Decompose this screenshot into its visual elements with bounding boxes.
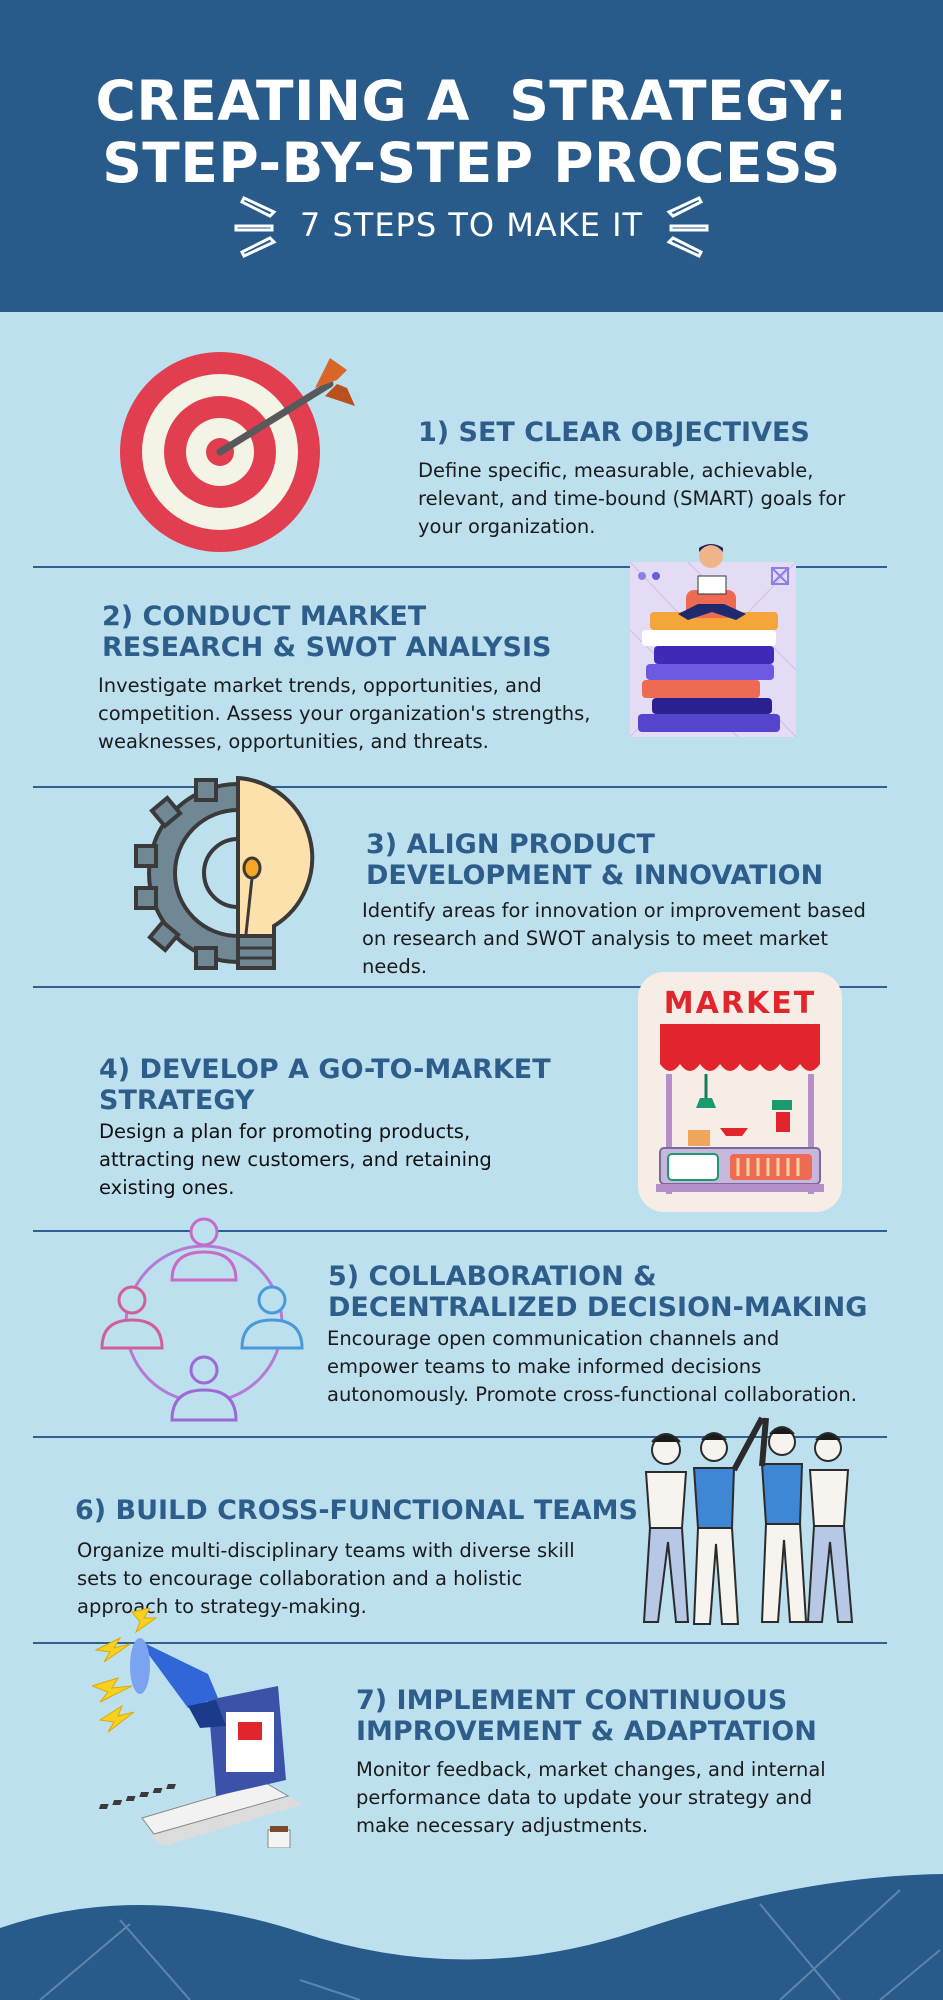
step-3-title-line-1: 3) ALIGN PRODUCT [366, 829, 655, 860]
step-3-description: Identify areas for innovation or improve… [362, 899, 866, 978]
step-7-title-line-1: 7) IMPLEMENT CONTINUOUS [356, 1685, 788, 1716]
market-stall-card: MARKET [638, 972, 842, 1212]
burst-right-icon [666, 196, 709, 258]
footer-wave-decoration [0, 1874, 943, 2000]
step-1-title-line: 1) SET CLEAR OBJECTIVES [418, 417, 810, 448]
market-sign-label: MARKET [663, 986, 817, 1021]
target-arrow-icon [120, 352, 355, 552]
market-stall-icon [656, 1024, 824, 1194]
step-4-description: Design a plan for promoting products, at… [99, 1120, 492, 1199]
step-7-title-line-2: IMPROVEMENT & ADAPTATION [356, 1716, 817, 1747]
page-subtitle: 7 STEPS TO MAKE IT [299, 206, 644, 244]
step-6-description: Organize multi-disciplinary teams with d… [77, 1539, 575, 1618]
divider-3 [33, 986, 887, 988]
divider-1 [33, 566, 887, 568]
subtitle-group: 7 STEPS TO MAKE IT [0, 190, 943, 260]
divider-4 [33, 1230, 887, 1232]
step-5-description: Encourage open communication channels an… [327, 1327, 857, 1406]
step-3-title: 3) ALIGN PRODUCT DEVELOPMENT & INNOVATIO… [366, 829, 823, 891]
page-title: CREATING A STRATEGY: STEP-BY-STEP PROCES… [0, 70, 943, 194]
step-4-title-line-1: 4) DEVELOP A GO-TO-MARKET [99, 1054, 551, 1085]
step-2-title-line-1: 2) CONDUCT MARKET [102, 601, 427, 632]
step-2-description: Investigate market trends, opportunities… [98, 674, 591, 753]
step-1-description: Define specific, measurable, achievable,… [418, 459, 846, 538]
divider-2 [33, 786, 887, 788]
step-6-title: 6) BUILD CROSS-FUNCTIONAL TEAMS [75, 1495, 638, 1526]
divider-6 [33, 1642, 887, 1644]
step-6-title-line: 6) BUILD CROSS-FUNCTIONAL TEAMS [75, 1495, 638, 1526]
step-5-title-line-2: DECENTRALIZED DECISION-MAKING [328, 1292, 868, 1323]
step-4-title: 4) DEVELOP A GO-TO-MARKET STRATEGY [99, 1054, 551, 1116]
step-1-title: 1) SET CLEAR OBJECTIVES [418, 417, 810, 448]
step-4-title-line-2: STRATEGY [99, 1085, 255, 1116]
team-circle-icon [100, 1217, 304, 1422]
divider-5 [33, 1436, 887, 1438]
header-banner: CREATING A STRATEGY: STEP-BY-STEP PROCES… [0, 0, 943, 312]
step-5-title-line-1: 5) COLLABORATION & [328, 1261, 657, 1292]
step-2-title-line-2: RESEARCH & SWOT ANALYSIS [102, 632, 552, 663]
megaphone-laptop-icon [92, 1608, 302, 1848]
step-7-description: Monitor feedback, market changes, and in… [356, 1758, 826, 1837]
title-line-1: CREATING A STRATEGY: [95, 69, 848, 133]
title-line-2: STEP-BY-STEP PROCESS [102, 131, 841, 195]
burst-left-icon [234, 196, 277, 258]
high-five-team-icon [642, 1416, 854, 1625]
step-7-title: 7) IMPLEMENT CONTINUOUS IMPROVEMENT & AD… [356, 1685, 817, 1747]
person-on-books-icon [629, 544, 797, 738]
gear-lightbulb-icon [134, 776, 315, 970]
step-3-title-line-2: DEVELOPMENT & INNOVATION [366, 860, 824, 891]
step-5-title: 5) COLLABORATION & DECENTRALIZED DECISIO… [328, 1261, 867, 1323]
step-2-title: 2) CONDUCT MARKET RESEARCH & SWOT ANALYS… [102, 601, 551, 663]
